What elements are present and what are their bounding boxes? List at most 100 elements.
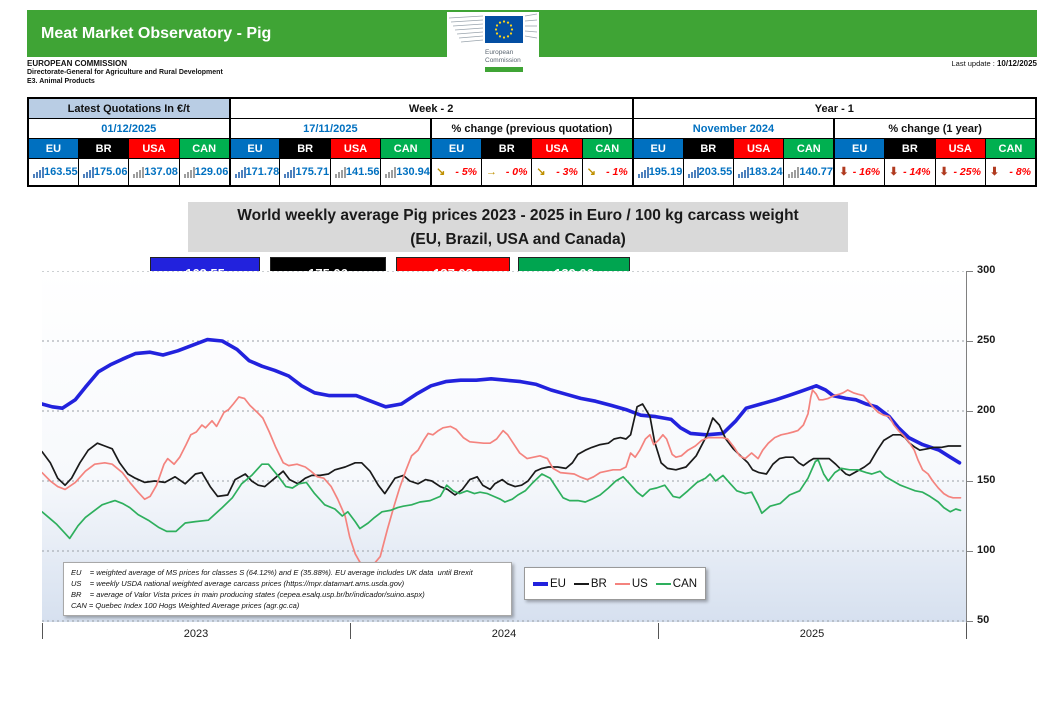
y-axis-tick <box>966 271 973 272</box>
bar-chart-icon <box>385 166 397 178</box>
y-axis-line <box>966 271 967 628</box>
y-axis-tick <box>966 551 973 552</box>
footnote-eu: EU = weighted average of MS prices for c… <box>71 568 473 577</box>
org-directorate: Directorate-General for Agriculture and … <box>27 69 223 76</box>
column-header-can: CAN <box>380 138 432 159</box>
column-header-eu: EU <box>631 138 684 159</box>
date-current-quotation: 01/12/2025 <box>27 118 231 139</box>
table-values-row: 163.55 175.06 137.08 129.06 171.78 175.71 141.… <box>27 158 1037 187</box>
us-line-swatch <box>614 582 630 585</box>
column-header-br: BR <box>481 138 533 159</box>
last-update-date: 10/12/2025 <box>996 59 1037 68</box>
x-axis-tick <box>658 623 659 639</box>
x-axis-tick <box>350 623 351 639</box>
column-header-can: CAN <box>581 138 634 159</box>
series-line-us <box>41 389 962 569</box>
cell-value: - 1% <box>606 166 628 178</box>
bar-chart-icon <box>788 166 800 178</box>
pct-change-cell: ⬇ - 16% <box>833 158 886 187</box>
bar-chart-icon <box>82 166 94 178</box>
x-axis-label-2023: 2023 <box>183 628 209 640</box>
bar-chart-icon <box>284 166 296 178</box>
column-header-can: CAN <box>984 138 1037 159</box>
pct-change-cell: → - 0% <box>481 158 533 187</box>
legend-item-br: BR <box>573 578 607 590</box>
column-header-usa: USA <box>732 138 785 159</box>
cell-value: 130.94 <box>396 166 430 178</box>
header-pct-change-1-year: % change (1 year) <box>833 118 1037 139</box>
y-axis-label: 200 <box>977 404 996 416</box>
price-cell: 203.55 <box>682 158 734 187</box>
legend-item-eu: EU <box>532 578 566 590</box>
column-header-usa: USA <box>128 138 180 159</box>
cell-value: 183.24 <box>748 166 783 178</box>
cell-value: - 8% <box>1009 166 1031 178</box>
table-header-week-2: Week - 2 <box>229 97 634 119</box>
bar-chart-icon <box>334 166 346 178</box>
column-header-usa: USA <box>934 138 986 159</box>
date-november-2024: November 2024 <box>632 118 835 139</box>
price-cell: 183.24 <box>732 158 785 187</box>
table-header-latest-quotations: Latest Quotations In €/t <box>27 97 231 119</box>
column-header-eu: EU <box>833 138 886 159</box>
bar-chart-icon <box>687 166 699 178</box>
down-arrow-icon: ⬇ <box>989 165 1000 178</box>
footnote-box: EU = weighted average of MS prices for c… <box>63 562 512 616</box>
down-right-arrow-icon: ↘ <box>586 165 597 178</box>
price-cell: 171.78 <box>228 158 281 187</box>
cell-value: 175.71 <box>295 166 330 178</box>
european-commission-logo: European Commission <box>447 12 539 80</box>
cell-value: 140.77 <box>799 166 834 178</box>
cell-value: - 5% <box>455 166 478 178</box>
y-axis-label: 300 <box>977 264 996 276</box>
column-header-can: CAN <box>783 138 835 159</box>
price-cell: 175.06 <box>77 158 130 187</box>
series-line-br <box>41 403 962 498</box>
bar-chart-icon <box>737 166 749 178</box>
cell-value: - 16% <box>852 166 881 178</box>
y-axis-label: 250 <box>977 334 996 346</box>
column-header-can: CAN <box>178 138 231 159</box>
cell-value: - 14% <box>903 166 931 178</box>
cell-value: 195.19 <box>648 166 683 178</box>
y-axis-label: 100 <box>977 544 996 556</box>
series-line-can <box>41 459 962 540</box>
br-line-swatch <box>573 582 589 585</box>
last-update: Last update : 10/12/2025 <box>951 59 1037 68</box>
cell-value: - 3% <box>556 166 578 178</box>
column-header-eu: EU <box>228 138 281 159</box>
price-cell: 137.08 <box>128 158 180 187</box>
price-cell: 141.56 <box>329 158 382 187</box>
column-header-usa: USA <box>531 138 583 159</box>
header-pct-change-previous: % change (previous quotation) <box>430 118 634 139</box>
y-axis-label: 50 <box>977 614 990 626</box>
svg-text:Commission: Commission <box>485 57 521 64</box>
bar-chart-icon <box>133 166 145 178</box>
column-header-usa: USA <box>329 138 382 159</box>
x-axis-label-2024: 2024 <box>491 628 517 640</box>
pct-change-cell: ⬇ - 8% <box>984 158 1037 187</box>
down-arrow-icon: ⬇ <box>839 165 849 178</box>
column-header-br: BR <box>884 138 936 159</box>
price-cell: 129.06 <box>178 158 231 187</box>
table-country-header-row: EU BR USA CAN EU BR USA CAN EU BR USA CAN EU BR USA CAN… <box>27 138 1037 159</box>
bar-chart-icon <box>637 166 649 178</box>
chart-legend: EU BR US CAN <box>524 567 706 600</box>
chart-title-box: World weekly average Pig prices 2023 - 2… <box>188 202 848 252</box>
y-axis-tick <box>966 411 973 412</box>
cell-value: 137.08 <box>144 166 178 178</box>
cell-value: 141.56 <box>345 166 380 178</box>
legend-item-us: US <box>614 578 648 590</box>
cell-value: 163.55 <box>44 166 78 178</box>
y-axis-label: 150 <box>977 474 996 486</box>
footnote-can: CAN = Quebec Index 100 Hogs Weighted Ave… <box>71 601 300 610</box>
page-title: Meat Market Observatory - Pig <box>41 25 272 42</box>
last-update-label: Last update : <box>951 59 995 68</box>
footnote-us: US = weekly USDA national weighted avera… <box>71 579 405 588</box>
cell-value: - 25% <box>953 166 981 178</box>
price-cell: 163.55 <box>27 158 79 187</box>
pct-change-cell: ↘ - 3% <box>531 158 583 187</box>
x-axis-label-2025: 2025 <box>799 628 825 640</box>
column-header-br: BR <box>682 138 734 159</box>
series-line-eu <box>40 337 962 465</box>
